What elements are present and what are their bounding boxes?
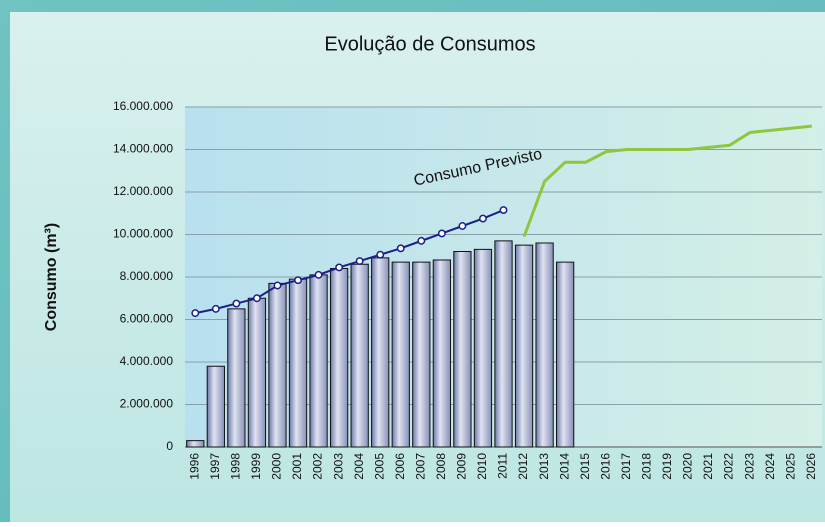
x-tick-label: 2018 bbox=[640, 453, 654, 480]
x-tick-label: 2009 bbox=[455, 453, 469, 480]
bar bbox=[432, 259, 451, 448]
line-marker bbox=[396, 244, 405, 253]
x-tick-label: 2007 bbox=[413, 453, 427, 480]
line-marker bbox=[437, 229, 446, 238]
x-tick-label: 2025 bbox=[783, 453, 797, 480]
bar bbox=[186, 440, 205, 448]
line-marker bbox=[335, 263, 344, 272]
x-tick-label: 2010 bbox=[475, 453, 489, 480]
x-tick-label: 2003 bbox=[331, 453, 345, 480]
line bbox=[522, 124, 812, 238]
line-marker bbox=[252, 294, 261, 303]
bar bbox=[206, 365, 225, 448]
x-tick-label: 2000 bbox=[270, 453, 284, 480]
chart-title: Evolução de Consumos bbox=[324, 33, 535, 55]
x-tick-label: 2024 bbox=[763, 453, 777, 480]
line-marker bbox=[191, 309, 200, 318]
x-tick-label: 2011 bbox=[496, 453, 510, 479]
x-tick-label: 2026 bbox=[804, 453, 818, 480]
bar bbox=[473, 248, 493, 448]
y-tick-label: 2.000.000 bbox=[120, 397, 174, 411]
bar bbox=[412, 261, 431, 448]
bar bbox=[227, 308, 246, 448]
bar bbox=[535, 242, 554, 448]
line-marker bbox=[458, 222, 467, 230]
x-tick-label: 2014 bbox=[557, 453, 571, 480]
x-tick-label: 2008 bbox=[434, 453, 448, 480]
line bbox=[195, 209, 504, 315]
y-tick-label: 16.000.000 bbox=[113, 99, 173, 113]
y-tick-label: 8.000.000 bbox=[120, 269, 174, 283]
x-tick-label: 2002 bbox=[311, 453, 325, 480]
x-tick-label: 1998 bbox=[229, 453, 243, 480]
x-tick-label: 2004 bbox=[352, 453, 366, 480]
bar bbox=[329, 268, 349, 448]
x-tick-label: 2016 bbox=[598, 453, 612, 480]
x-tick-label: 1999 bbox=[249, 453, 263, 480]
y-axis-label: Consumo (m³) bbox=[43, 223, 60, 331]
line-marker bbox=[479, 214, 487, 223]
line-marker bbox=[417, 236, 426, 245]
line-marker bbox=[232, 299, 241, 308]
y-tick-label: 10.000.000 bbox=[113, 227, 173, 241]
x-tick-label: 2005 bbox=[372, 453, 386, 480]
x-tick-label: 2021 bbox=[701, 453, 715, 480]
bar bbox=[556, 261, 575, 448]
bar bbox=[494, 240, 513, 448]
y-tick-label: 14.000.000 bbox=[113, 142, 173, 156]
y-tick-label: 4.000.000 bbox=[120, 354, 174, 368]
bar bbox=[514, 244, 534, 448]
y-tick-label: 6.000.000 bbox=[120, 312, 174, 326]
x-tick-label: 2023 bbox=[742, 453, 756, 480]
bar bbox=[268, 282, 287, 448]
x-tick-label: 1996 bbox=[187, 453, 201, 480]
x-tick-label: 2001 bbox=[290, 453, 304, 480]
x-tick-label: 1997 bbox=[208, 453, 222, 480]
line-marker bbox=[314, 270, 323, 279]
x-tick-label: 2019 bbox=[660, 453, 674, 480]
x-tick-label: 2013 bbox=[537, 453, 551, 480]
x-tick-label: 2017 bbox=[619, 453, 633, 480]
bar bbox=[309, 274, 328, 448]
x-tick-label: 2020 bbox=[681, 453, 695, 480]
bar bbox=[453, 251, 472, 448]
line-marker bbox=[294, 276, 302, 285]
line-marker bbox=[376, 250, 385, 259]
bar bbox=[350, 263, 369, 448]
line-marker bbox=[499, 206, 508, 215]
line-marker bbox=[355, 257, 364, 266]
line-marker bbox=[273, 281, 282, 290]
x-tick-label: 2022 bbox=[722, 453, 736, 480]
bar bbox=[391, 261, 410, 448]
bar bbox=[247, 297, 267, 448]
x-tick-label: 2015 bbox=[578, 453, 592, 480]
bar bbox=[371, 257, 390, 448]
line-marker bbox=[211, 304, 220, 313]
x-tick-label: 2012 bbox=[516, 453, 530, 480]
y-tick-label: 12.000.000 bbox=[113, 184, 173, 198]
y-tick-label: 0 bbox=[166, 439, 173, 453]
x-tick-label: 2006 bbox=[393, 453, 407, 480]
bar bbox=[288, 278, 308, 448]
